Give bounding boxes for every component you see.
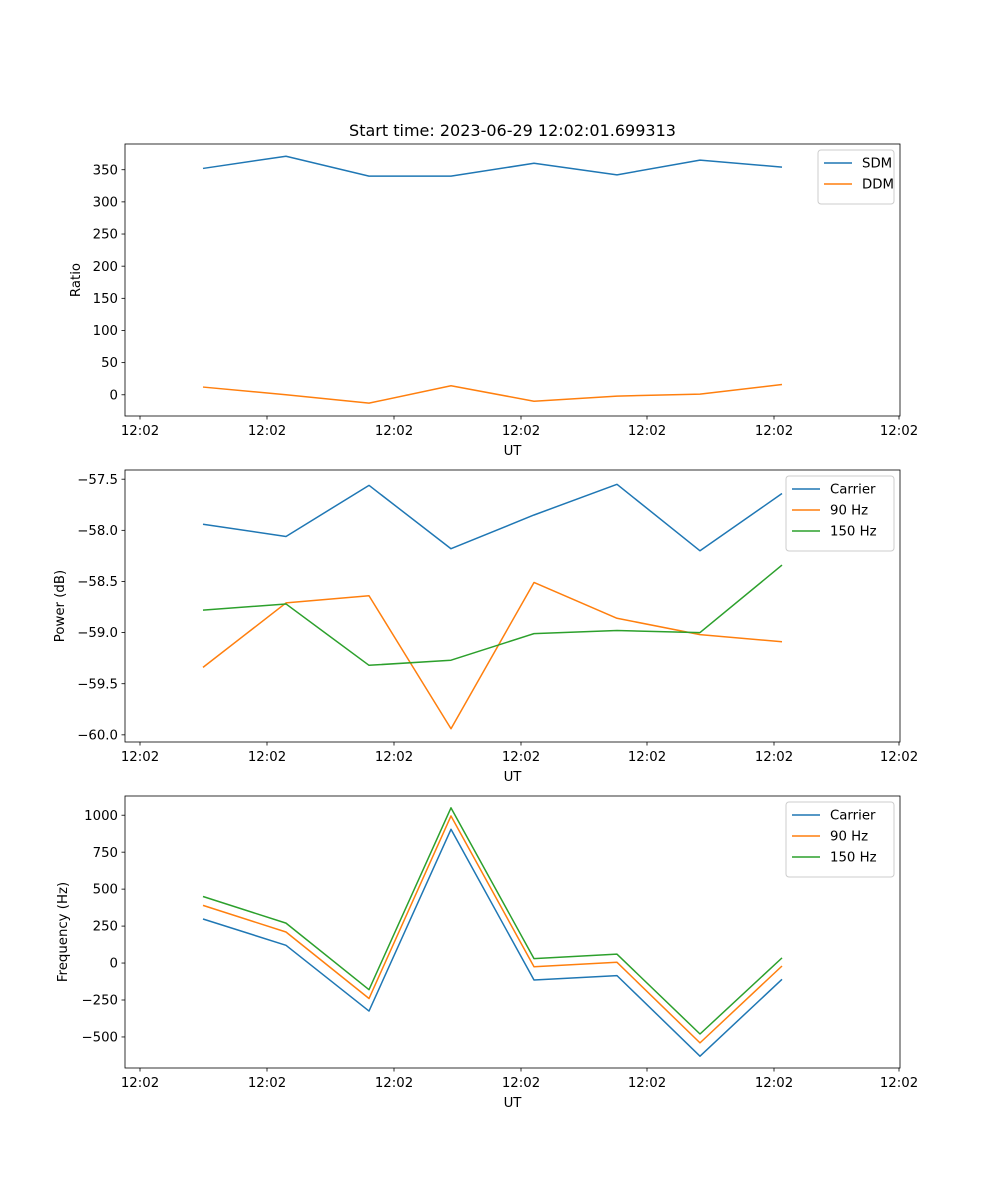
axes-frame [124, 143, 901, 417]
x-tick-label: 12:02 [755, 424, 793, 439]
x-axis-label: UT [504, 1096, 523, 1111]
y-axis-label: Power (dB) [53, 570, 68, 642]
x-tick-label: 12:02 [502, 750, 540, 765]
y-tick-label: −500 [81, 1031, 118, 1046]
x-tick-label: 12:02 [755, 750, 793, 765]
y-tick-label: 250 [93, 920, 118, 935]
series-line-150-hz [202, 564, 783, 667]
legend-box [785, 475, 895, 552]
series-line-carrier [202, 828, 783, 1057]
x-tick-label: 12:02 [375, 424, 413, 439]
legend-label: 90 Hz [830, 830, 868, 845]
y-tick-label: −58.5 [77, 575, 118, 590]
y-tick-label: 50 [101, 356, 118, 371]
axes-frame [124, 795, 901, 1069]
legend-label: Carrier [830, 809, 876, 824]
x-tick-label: 12:02 [628, 1076, 666, 1091]
legend-label: Carrier [830, 483, 876, 498]
x-axis-label: UT [504, 444, 523, 459]
legend-label: 150 Hz [830, 525, 877, 540]
x-tick-label: 12:02 [628, 424, 666, 439]
series-line-90-hz [202, 581, 783, 730]
y-tick-label: 0 [110, 388, 118, 403]
y-tick-label: 300 [93, 195, 118, 210]
legend-label: SDM [862, 157, 892, 172]
series-line-150-hz [202, 807, 783, 1035]
y-tick-label: 350 [93, 163, 118, 178]
x-tick-label: 12:02 [880, 750, 918, 765]
frequency-subplot: 12:02 12:02 12:02 12:02 12:02 12:02 12:02 −500 −… [56, 795, 918, 1111]
ratio-subplot: Start time: 2023-06-29 12:02:01.699313 1… [69, 121, 918, 459]
x-tick-label: 12:02 [375, 750, 413, 765]
x-tick-label: 12:02 [121, 750, 159, 765]
x-tick-label: 12:02 [880, 424, 918, 439]
series-line-ddm [202, 383, 783, 404]
y-tick-label: −59.5 [77, 677, 118, 692]
x-tick-label: 12:02 [502, 424, 540, 439]
y-axis-label: Ratio [69, 263, 84, 297]
y-tick-label: 250 [93, 228, 118, 243]
y-tick-label: 150 [93, 292, 118, 307]
x-tick-label: 12:02 [880, 1076, 918, 1091]
y-tick-label: 200 [93, 260, 118, 275]
x-tick-label: 12:02 [755, 1076, 793, 1091]
series-line-sdm [202, 155, 783, 177]
legend-label: 90 Hz [830, 504, 868, 519]
legend-box [785, 801, 895, 878]
y-tick-label: −250 [81, 994, 118, 1009]
series-line-carrier [202, 483, 783, 552]
x-tick-label: 12:02 [121, 1076, 159, 1091]
y-tick-label: 0 [110, 957, 118, 972]
axes-frame [124, 469, 901, 743]
chart-title: Start time: 2023-06-29 12:02:01.699313 [349, 121, 676, 140]
x-tick-label: 12:02 [248, 424, 286, 439]
y-tick-label: 750 [93, 846, 118, 861]
power-subplot: 12:02 12:02 12:02 12:02 12:02 12:02 12:02−60.0… [53, 469, 918, 785]
y-tick-label: −59.0 [77, 626, 118, 641]
x-tick-label: 12:02 [375, 1076, 413, 1091]
y-tick-label: 100 [93, 324, 118, 339]
y-axis-label: Frequency (Hz) [56, 882, 71, 982]
legend-label: DDM [862, 178, 894, 193]
y-tick-label: −57.5 [77, 473, 118, 488]
legend-label: 150 Hz [830, 851, 877, 866]
y-tick-label: −60.0 [77, 728, 118, 743]
x-tick-label: 12:02 [502, 1076, 540, 1091]
series-line-90-hz [202, 815, 783, 1044]
x-tick-label: 12:02 [121, 424, 159, 439]
x-tick-label: 12:02 [628, 750, 666, 765]
y-tick-label: 500 [93, 883, 118, 898]
y-tick-label: −58.0 [77, 524, 118, 539]
x-axis-label: UT [504, 770, 523, 785]
x-tick-label: 12:02 [248, 750, 286, 765]
y-tick-label: 1000 [84, 809, 118, 824]
x-tick-label: 12:02 [248, 1076, 286, 1091]
